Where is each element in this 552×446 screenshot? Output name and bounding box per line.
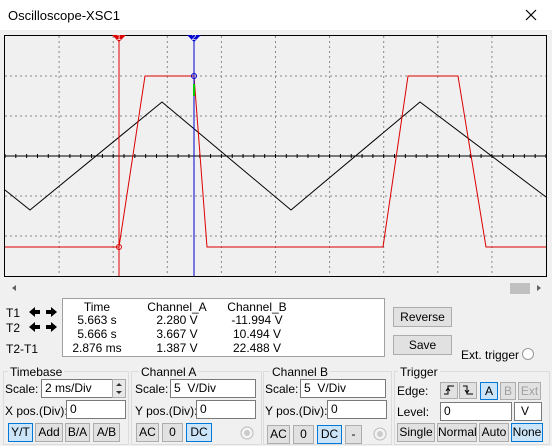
edge-buttons[interactable] bbox=[440, 382, 478, 400]
mode-button[interactable]: Add bbox=[35, 423, 63, 442]
window-title: Oscilloscope-XSC1 bbox=[8, 8, 120, 23]
cursor-2-marker bbox=[191, 73, 197, 79]
timebase-xpos-input[interactable]: 0 bbox=[66, 400, 126, 419]
save-button[interactable]: Save bbox=[393, 335, 452, 355]
scroll-left[interactable] bbox=[12, 285, 16, 291]
mode-button[interactable]: A/B bbox=[93, 423, 120, 442]
cursor-arrows[interactable] bbox=[27, 305, 59, 335]
channel-a-ypos-input[interactable]: 0 bbox=[196, 400, 256, 419]
ext-trigger-radio[interactable] bbox=[521, 347, 535, 361]
timebase-title: Timebase bbox=[8, 365, 65, 379]
timebase-scale-input[interactable]: 2 ms/Div bbox=[41, 379, 113, 398]
coupling-button[interactable]: 0 bbox=[162, 423, 183, 442]
readout-cell: 2.280 V bbox=[156, 313, 198, 327]
t2-label: T2 bbox=[6, 321, 21, 335]
timebase-spinner[interactable] bbox=[112, 379, 126, 398]
timebase-scale-label: Scale: bbox=[5, 382, 39, 396]
channel-a-scale-input[interactable]: 5 V/Div bbox=[170, 379, 256, 398]
channel-b-scale-input[interactable]: 5 V/Div bbox=[300, 379, 386, 398]
readout-cell: 2.876 ms bbox=[72, 341, 122, 355]
readout-cell: 10.494 V bbox=[232, 327, 282, 341]
trigger-mode-button[interactable]: None bbox=[511, 423, 543, 442]
column-header: Time bbox=[83, 300, 111, 314]
timebase-xpos-label: X pos.(Div): bbox=[5, 404, 68, 418]
cursor-2-label: 2 bbox=[192, 33, 197, 42]
cursor-2-handle[interactable] bbox=[187, 35, 201, 42]
scroll-thumb[interactable] bbox=[510, 283, 530, 294]
cursor-1-handle[interactable] bbox=[112, 35, 126, 42]
column-header: Channel_B bbox=[227, 300, 287, 314]
t1-label: T1 bbox=[6, 306, 21, 320]
edge-label: Edge: bbox=[397, 384, 429, 398]
readout-cell: 5.663 s bbox=[77, 313, 117, 327]
readout-cell: 3.667 V bbox=[156, 327, 198, 341]
cursor-1-label: 1 bbox=[117, 33, 122, 42]
channel-a-title: Channel A bbox=[139, 365, 199, 379]
channel-b-radio[interactable] bbox=[372, 426, 388, 442]
trigger-mode-button[interactable]: Auto bbox=[479, 423, 509, 442]
channel-b-ypos-label: Y pos.(Div): bbox=[265, 404, 328, 418]
channel-b-scale-label: Scale: bbox=[265, 382, 299, 396]
level-input[interactable]: 0 bbox=[440, 402, 512, 421]
coupling-button[interactable]: 0 bbox=[293, 425, 314, 444]
readout-cell: 22.488 V bbox=[232, 341, 282, 355]
channel-b-trace bbox=[4, 101, 547, 211]
channel-b-title: Channel B bbox=[270, 365, 331, 379]
channel-a-ypos-label: Y pos.(Div): bbox=[135, 404, 198, 418]
readout-cell: 5.666 s bbox=[77, 327, 117, 341]
channel-a-scale-label: Scale: bbox=[135, 382, 169, 396]
close-button[interactable] bbox=[522, 6, 540, 24]
level-unit[interactable]: V bbox=[514, 402, 542, 421]
source-button[interactable]: B bbox=[500, 382, 516, 400]
channel-b-ypos-input[interactable]: 0 bbox=[327, 400, 387, 419]
trigger-mode-button[interactable]: Normal bbox=[437, 423, 477, 442]
column-header: Channel_A bbox=[147, 300, 207, 314]
channel-a-radio[interactable] bbox=[239, 425, 255, 441]
trigger-mode-button[interactable]: Single bbox=[397, 423, 435, 442]
coupling-button[interactable]: DC bbox=[186, 423, 212, 442]
coupling-button[interactable]: - bbox=[345, 425, 362, 444]
source-button[interactable]: Ext bbox=[518, 382, 541, 400]
mode-button[interactable]: Y/T bbox=[8, 423, 33, 442]
trigger-group bbox=[394, 371, 550, 445]
readout-cell: 1.387 V bbox=[156, 341, 198, 355]
timebase-group bbox=[3, 371, 129, 445]
coupling-button[interactable]: AC bbox=[136, 423, 159, 442]
scrollbar[interactable] bbox=[4, 281, 548, 296]
cursor-1-marker bbox=[116, 244, 122, 250]
source-button[interactable]: A bbox=[480, 382, 498, 400]
readout-cell: -11.994 V bbox=[231, 313, 283, 327]
mode-button[interactable]: B/A bbox=[65, 423, 90, 442]
scope-screen: 1 2 bbox=[4, 33, 548, 296]
channel-a-trace bbox=[5, 75, 546, 248]
level-label: Level: bbox=[397, 405, 430, 419]
readout-table bbox=[62, 298, 385, 357]
ext-trigger-label: Ext. trigger bbox=[461, 348, 520, 362]
scroll-right[interactable] bbox=[537, 285, 541, 291]
reverse-button[interactable]: Reverse bbox=[393, 307, 452, 327]
t2t1-label: T2-T1 bbox=[6, 342, 39, 356]
coupling-button[interactable]: DC bbox=[317, 425, 342, 444]
coupling-button[interactable]: AC bbox=[267, 425, 290, 444]
trigger-title: Trigger bbox=[398, 365, 440, 379]
title-bar bbox=[0, 0, 552, 30]
